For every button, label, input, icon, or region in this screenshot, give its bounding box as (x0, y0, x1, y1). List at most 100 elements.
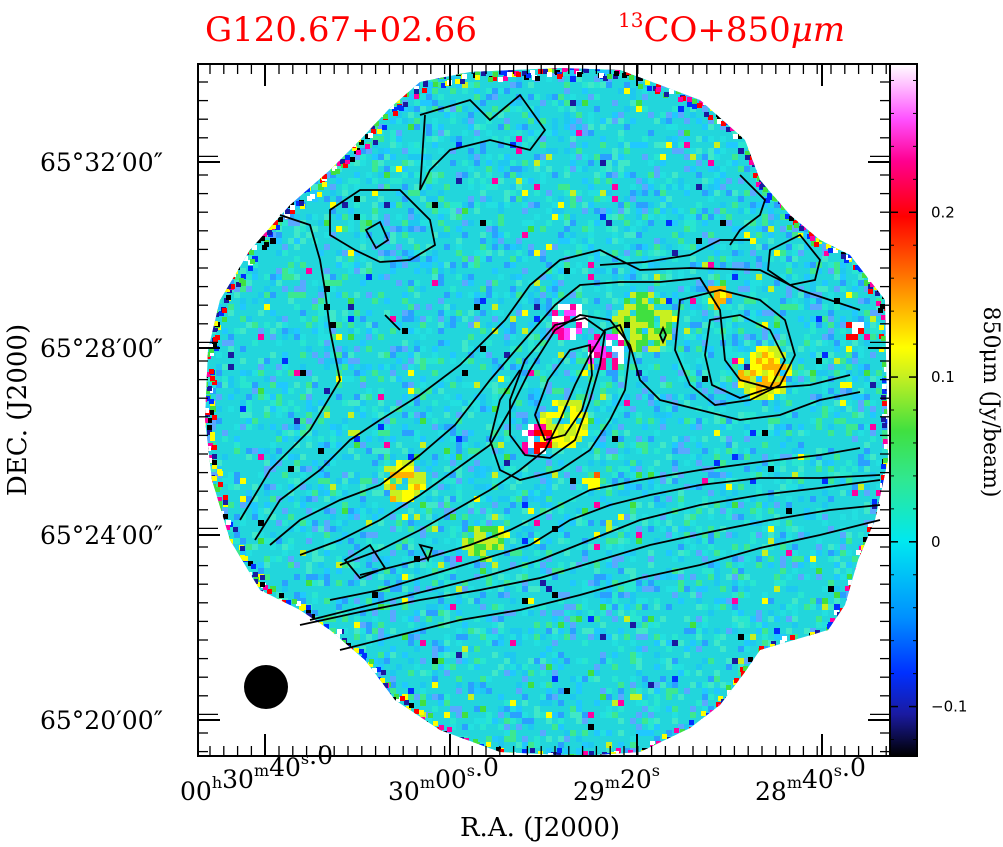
heatmap-pixel (696, 346, 702, 352)
heatmap-pixel (618, 424, 624, 430)
heatmap-pixel (558, 292, 564, 298)
heatmap-pixel (594, 544, 600, 550)
heatmap-pixel (864, 244, 870, 250)
heatmap-pixel (414, 418, 420, 424)
heatmap-pixel (756, 130, 762, 136)
heatmap-pixel (522, 442, 528, 448)
heatmap-pixel (258, 154, 264, 160)
heatmap-pixel (486, 112, 492, 118)
heatmap-pixel (492, 556, 498, 562)
heatmap-pixel (768, 220, 774, 226)
heatmap-pixel (840, 142, 846, 148)
heatmap-pixel (690, 208, 696, 214)
heatmap-pixel (702, 220, 708, 226)
heatmap-pixel (540, 250, 546, 256)
heatmap-pixel (402, 346, 408, 352)
heatmap-pixel (762, 166, 768, 172)
heatmap-pixel (450, 532, 456, 538)
heatmap-pixel (564, 334, 570, 340)
heatmap-pixel (234, 424, 240, 430)
heatmap-pixel (810, 124, 816, 130)
heatmap-pixel (840, 382, 846, 388)
heatmap-pixel (714, 286, 720, 292)
heatmap-pixel (864, 544, 870, 550)
heatmap-pixel (396, 496, 402, 502)
heatmap-pixel (612, 448, 618, 454)
heatmap-pixel (552, 574, 558, 580)
heatmap-pixel (582, 604, 588, 610)
heatmap-pixel (768, 424, 774, 430)
heatmap-pixel (300, 82, 306, 88)
heatmap-pixel (798, 532, 804, 538)
heatmap-pixel (552, 430, 558, 436)
heatmap-pixel (354, 478, 360, 484)
heatmap-pixel (582, 400, 588, 406)
heatmap-pixel (324, 532, 330, 538)
heatmap-pixel (528, 130, 534, 136)
heatmap-pixel (732, 490, 738, 496)
heatmap-pixel (690, 268, 696, 274)
heatmap-pixel (426, 82, 432, 88)
heatmap-pixel (666, 196, 672, 202)
heatmap-pixel (216, 460, 222, 466)
heatmap-pixel (660, 76, 666, 82)
heatmap-pixel (828, 232, 834, 238)
heatmap-pixel (864, 298, 870, 304)
heatmap-pixel (312, 136, 318, 142)
heatmap-pixel (762, 70, 768, 76)
heatmap-pixel (378, 430, 384, 436)
heatmap-pixel (882, 184, 888, 190)
heatmap-pixel (205, 256, 210, 262)
heatmap-pixel (264, 466, 270, 472)
heatmap-pixel (360, 316, 366, 322)
heatmap-pixel (606, 196, 612, 202)
heatmap-pixel (720, 370, 726, 376)
heatmap-pixel (546, 220, 552, 226)
heatmap-pixel (744, 106, 750, 112)
heatmap-pixel (282, 328, 288, 334)
heatmap-pixel (408, 214, 414, 220)
heatmap-pixel (840, 562, 846, 568)
heatmap-pixel (234, 274, 240, 280)
heatmap-pixel (414, 472, 420, 478)
heatmap-pixel (762, 592, 768, 598)
heatmap-pixel (564, 262, 570, 268)
heatmap-pixel (816, 448, 822, 454)
heatmap-pixel (798, 460, 804, 466)
heatmap-pixel (594, 400, 600, 406)
heatmap-pixel (726, 316, 732, 322)
heatmap-pixel (786, 508, 792, 514)
heatmap-pixel (666, 142, 672, 148)
heatmap-pixel (558, 406, 564, 412)
heatmap-pixel (756, 472, 762, 478)
heatmap-pixel (474, 484, 480, 490)
heatmap-pixel (780, 364, 786, 370)
heatmap-pixel (330, 442, 336, 448)
heatmap-pixel (780, 544, 786, 550)
heatmap-pixel (258, 448, 264, 454)
heatmap-pixel (306, 418, 312, 424)
heatmap-pixel (768, 562, 774, 568)
heatmap-pixel (606, 604, 612, 610)
heatmap-pixel (468, 562, 474, 568)
heatmap-pixel (864, 334, 870, 340)
heatmap-pixel (390, 436, 396, 442)
heatmap-pixel (858, 568, 864, 574)
heatmap-pixel (828, 352, 834, 358)
heatmap-pixel (468, 586, 474, 592)
heatmap-pixel (786, 424, 792, 430)
heatmap-pixel (666, 454, 672, 460)
heatmap-pixel (228, 88, 234, 94)
heatmap-pixel (420, 94, 426, 100)
heatmap-pixel (504, 436, 510, 442)
heatmap-pixel (702, 286, 708, 292)
heatmap-pixel (288, 166, 294, 172)
heatmap-pixel (348, 322, 354, 328)
heatmap-pixel (516, 148, 522, 154)
heatmap-pixel (564, 226, 570, 232)
heatmap-pixel (426, 304, 432, 310)
heatmap-pixel (282, 196, 288, 202)
heatmap-pixel (462, 202, 468, 208)
heatmap-pixel (360, 490, 366, 496)
heatmap-pixel (744, 268, 750, 274)
